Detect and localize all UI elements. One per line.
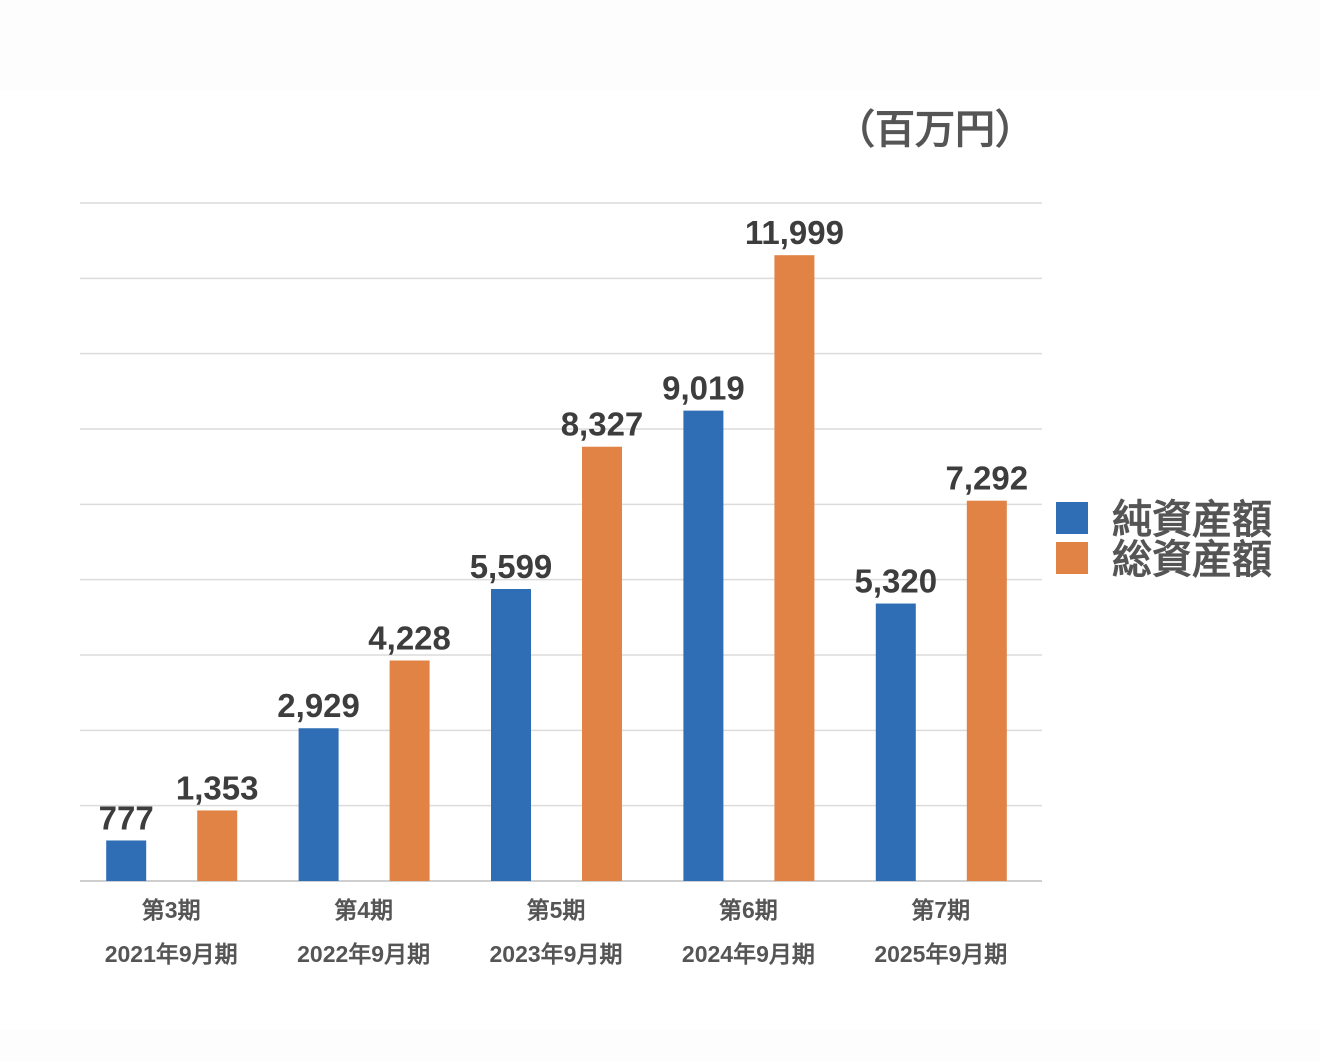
x-tick-date: 2025年9月期 [874, 941, 1007, 967]
x-tick-period: 第4期 [334, 897, 393, 923]
bar-net-assets [683, 410, 724, 881]
bar-total-assets [582, 446, 622, 881]
data-label: 11,999 [745, 214, 844, 251]
bar-net-assets [875, 603, 916, 881]
data-label: 1,353 [176, 769, 259, 806]
bar-net-assets [491, 588, 531, 881]
x-tick-period: 第6期 [719, 897, 778, 923]
data-label: 9,019 [662, 370, 745, 407]
data-label: 777 [99, 799, 154, 836]
bar-net-assets [298, 728, 339, 881]
x-tick-period: 第3期 [142, 897, 201, 923]
bar-net-assets [106, 840, 147, 881]
legend-swatch [1056, 542, 1088, 574]
legend-label: 純資産額 [1112, 498, 1272, 542]
unit-label: （百万円） [835, 108, 1035, 152]
x-tick-period: 第5期 [527, 897, 586, 923]
x-tick-period: 第7期 [911, 897, 970, 923]
bar-total-assets [389, 660, 430, 881]
data-label: 7,292 [946, 460, 1029, 497]
legend-label: 総資産額 [1112, 538, 1272, 582]
legend-swatch [1056, 502, 1088, 534]
bar-total-assets [197, 810, 238, 881]
data-label: 5,320 [855, 563, 938, 600]
data-label: 2,929 [277, 687, 360, 724]
x-tick-date: 2021年9月期 [105, 941, 238, 967]
x-tick-date: 2022年9月期 [297, 941, 430, 967]
bar-total-assets [774, 255, 815, 881]
data-label: 8,327 [561, 406, 644, 443]
data-label: 4,228 [368, 619, 451, 656]
data-label: 5,599 [470, 548, 553, 585]
x-tick-date: 2024年9月期 [682, 941, 815, 967]
x-tick-date: 2023年9月期 [490, 941, 623, 967]
bar-total-assets [966, 500, 1007, 881]
